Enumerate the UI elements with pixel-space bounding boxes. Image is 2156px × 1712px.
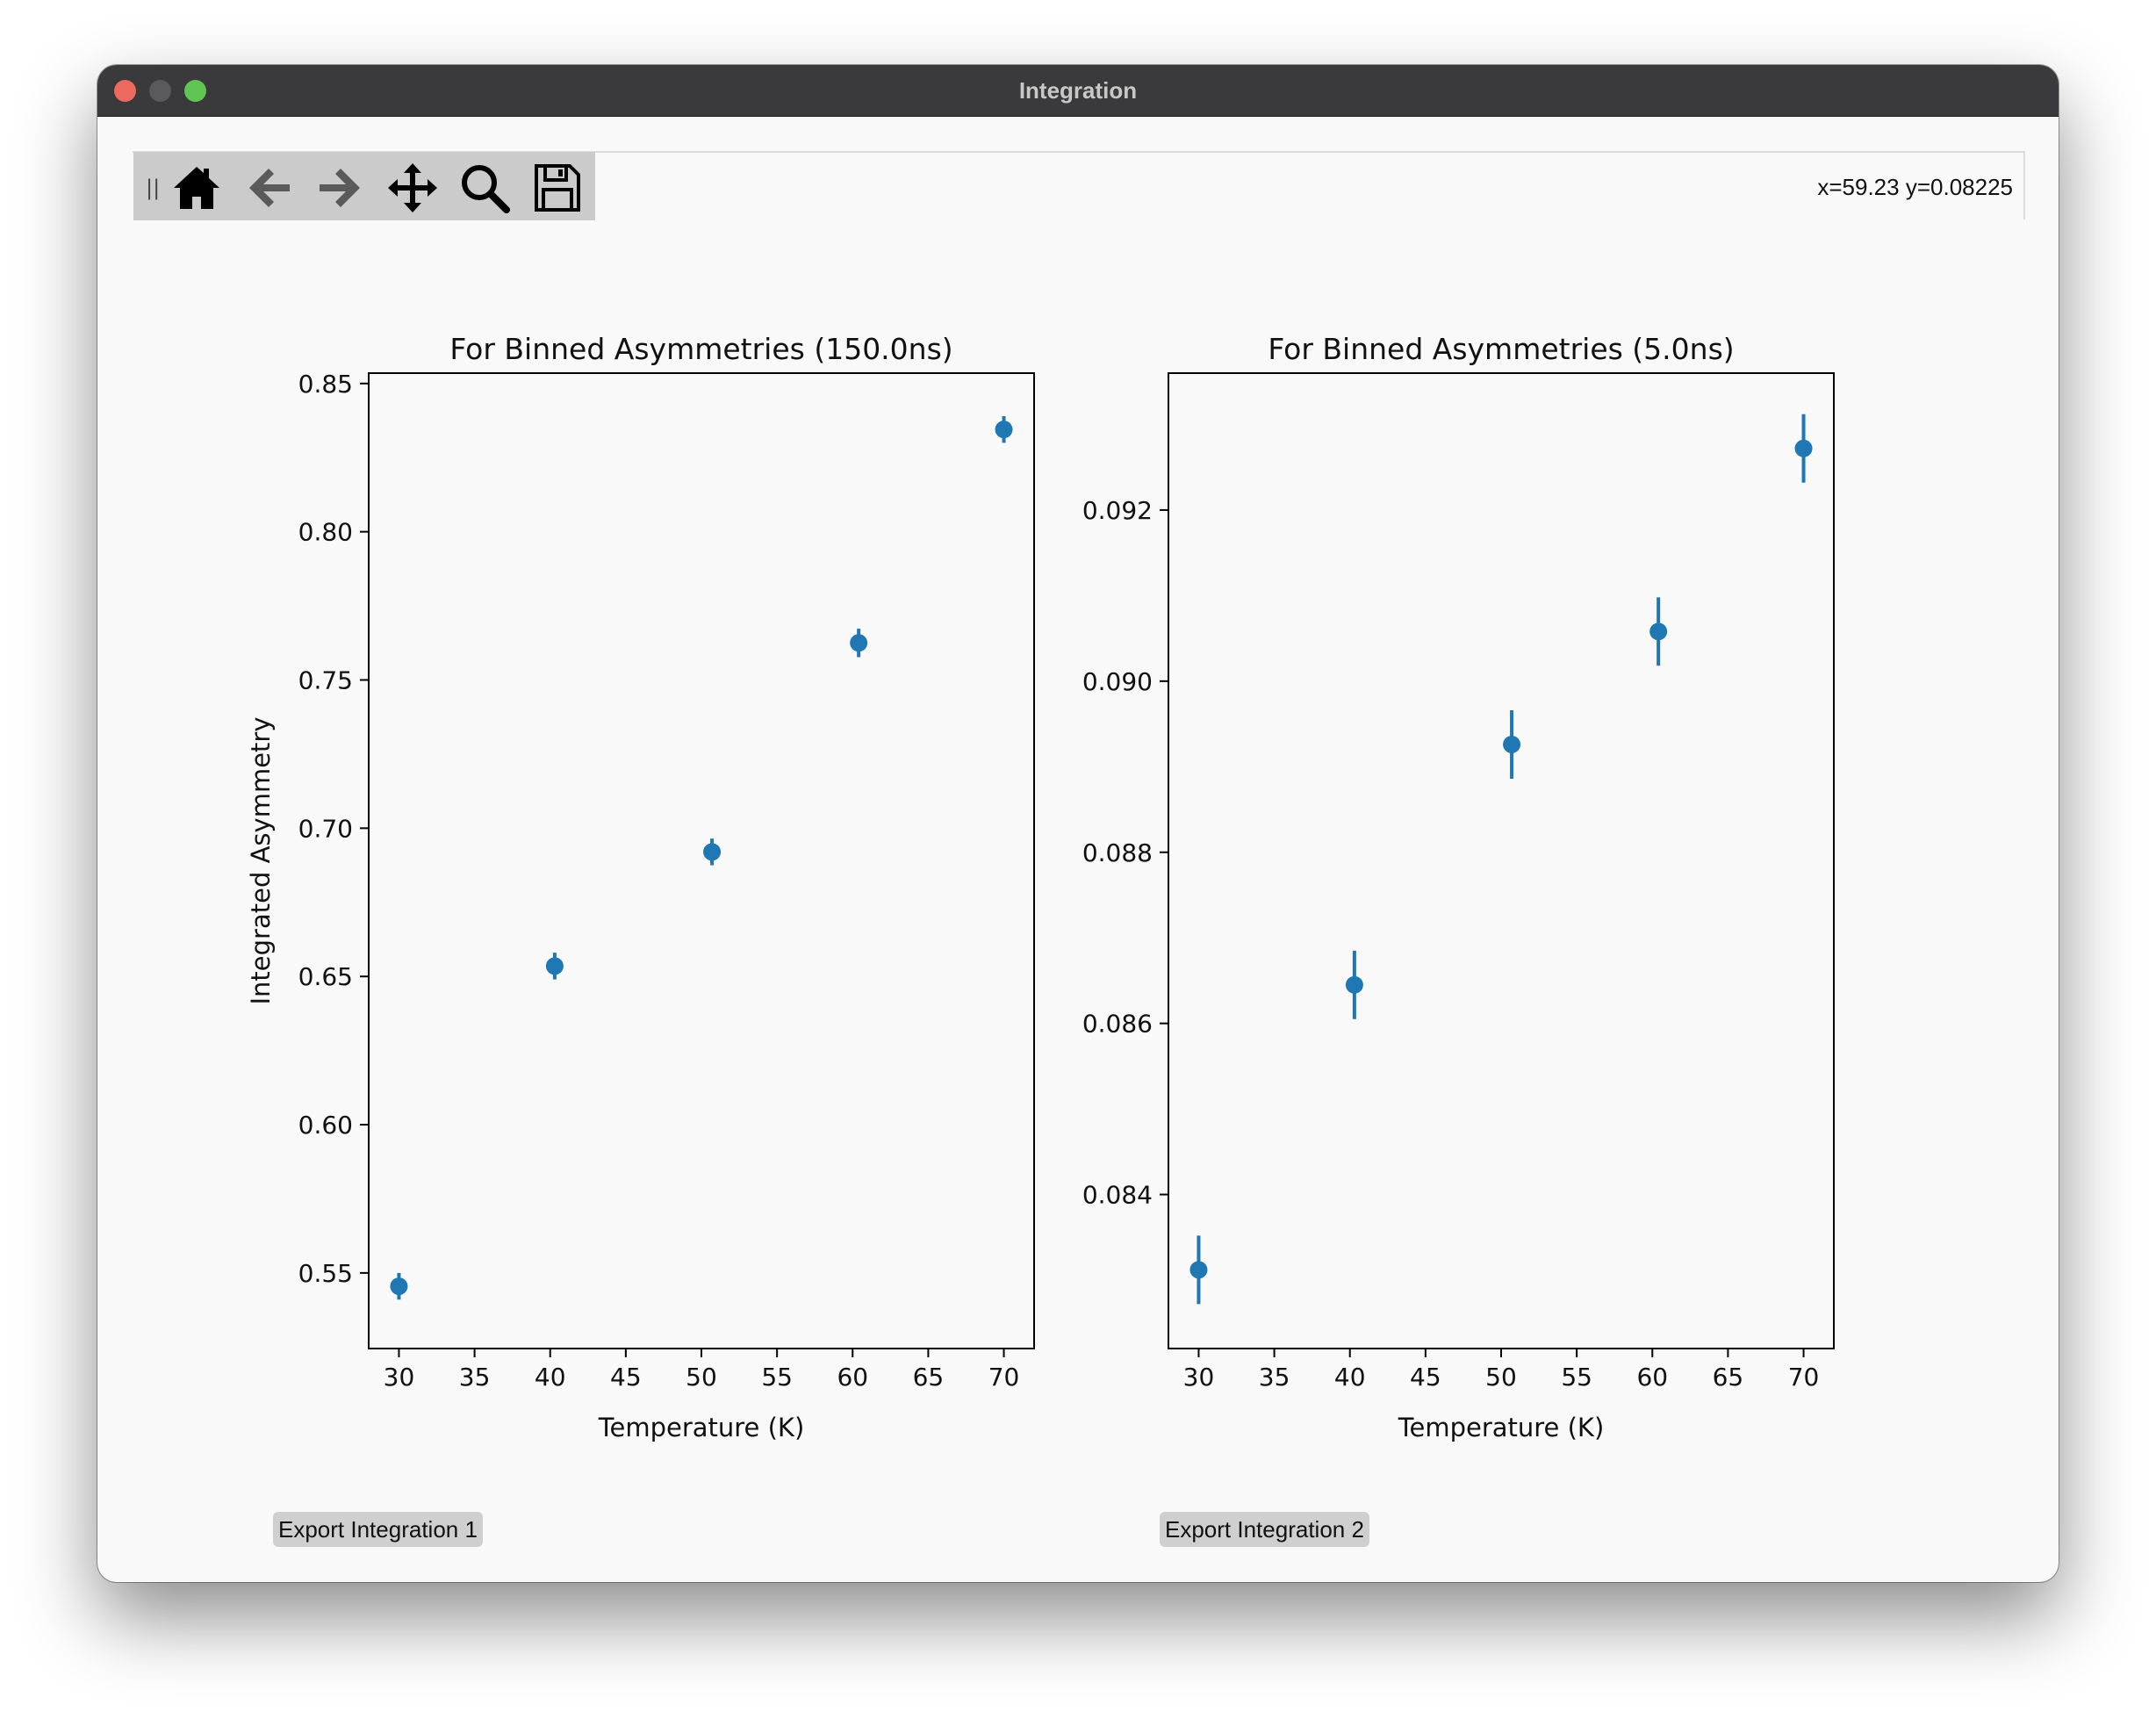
data-point — [703, 843, 722, 861]
pan-icon — [388, 163, 437, 212]
y-tick-label: 0.084 — [1082, 1181, 1153, 1210]
x-tick-label: 35 — [459, 1363, 491, 1392]
x-tick-label: 45 — [610, 1363, 642, 1392]
pan-button[interactable] — [386, 162, 439, 214]
forward-arrow-icon — [320, 169, 360, 207]
y-tick-label: 0.088 — [1082, 838, 1153, 867]
y-axis-label: Integrated Asymmetry — [246, 717, 276, 1005]
x-tick-label: 70 — [1788, 1363, 1820, 1392]
x-tick-label: 45 — [1410, 1363, 1441, 1392]
x-tick-label: 35 — [1259, 1363, 1290, 1392]
y-tick-label: 0.65 — [298, 962, 353, 991]
back-button[interactable] — [242, 162, 295, 214]
home-button[interactable] — [170, 162, 223, 214]
y-tick-label: 0.092 — [1082, 496, 1153, 525]
save-icon — [535, 164, 580, 212]
x-tick-label: 50 — [686, 1363, 717, 1392]
x-axis-label: Temperature (K) — [598, 1413, 805, 1442]
x-tick-label: 40 — [1334, 1363, 1366, 1392]
title-bar: Integration — [97, 65, 2059, 117]
x-tick-label: 40 — [535, 1363, 566, 1392]
close-window-button[interactable] — [114, 80, 136, 102]
export-integration-1-button[interactable]: Export Integration 1 — [273, 1512, 483, 1547]
data-point — [995, 421, 1013, 439]
y-tick-label: 0.086 — [1082, 1010, 1153, 1039]
y-tick-label: 0.70 — [298, 814, 353, 843]
zoom-icon — [462, 165, 510, 213]
data-point — [850, 634, 868, 652]
axes-frame — [368, 372, 1035, 1349]
data-point — [1794, 439, 1813, 457]
home-icon — [174, 167, 219, 209]
toolbar-grip-handle[interactable]: || — [146, 176, 161, 200]
y-tick-label: 0.75 — [298, 666, 353, 695]
y-tick-label: 0.090 — [1082, 667, 1153, 696]
save-button[interactable] — [530, 162, 583, 214]
y-tick-label: 0.80 — [298, 518, 353, 547]
minimize-window-button[interactable] — [149, 80, 171, 102]
x-tick-label: 55 — [1561, 1363, 1592, 1392]
x-tick-label: 65 — [1713, 1363, 1744, 1392]
data-point — [390, 1277, 408, 1296]
window-title: Integration — [1018, 77, 1138, 104]
toolbar-frame — [133, 151, 2025, 219]
chart-title: For Binned Asymmetries (150.0ns) — [449, 332, 952, 366]
plot-1: For Binned Asymmetries (150.0ns) 30 35 40 45… — [246, 332, 1035, 1442]
data-point — [1345, 975, 1363, 994]
plot-2: For Binned Asymmetries (5.0ns) 30 35 40 45 50… — [1082, 332, 1835, 1442]
y-tick-label: 0.55 — [298, 1259, 353, 1288]
y-tick-label: 0.85 — [298, 370, 353, 399]
x-tick-label: 30 — [384, 1363, 415, 1392]
data-point — [1189, 1261, 1208, 1279]
maximize-window-button[interactable] — [184, 80, 206, 102]
x-tick-label: 60 — [1636, 1363, 1668, 1392]
navigation-toolbar: || — [133, 152, 595, 220]
x-tick-label: 50 — [1485, 1363, 1517, 1392]
zoom-button[interactable] — [458, 162, 511, 214]
axes-frame — [1168, 372, 1835, 1349]
forward-button[interactable] — [314, 162, 367, 214]
data-point — [545, 957, 564, 975]
x-tick-label: 60 — [837, 1363, 868, 1392]
x-tick-label: 65 — [913, 1363, 945, 1392]
cursor-coordinates: x=59.23 y=0.08225 — [1817, 174, 2013, 200]
x-tick-label: 55 — [761, 1363, 793, 1392]
y-tick-label: 0.60 — [298, 1111, 353, 1140]
x-tick-label: 70 — [988, 1363, 1020, 1392]
x-axis-label: Temperature (K) — [1398, 1413, 1605, 1442]
plots-canvas[interactable]: For Binned Asymmetries (150.0ns) 30 35 40 45… — [97, 65, 2059, 1582]
chart-title: For Binned Asymmetries (5.0ns) — [1268, 332, 1734, 366]
data-point — [1503, 735, 1521, 753]
export-integration-2-button[interactable]: Export Integration 2 — [1160, 1512, 1369, 1547]
x-tick-label: 30 — [1183, 1363, 1215, 1392]
integration-window: Integration || — [97, 65, 2059, 1582]
data-point — [1649, 622, 1668, 641]
back-arrow-icon — [249, 169, 290, 207]
